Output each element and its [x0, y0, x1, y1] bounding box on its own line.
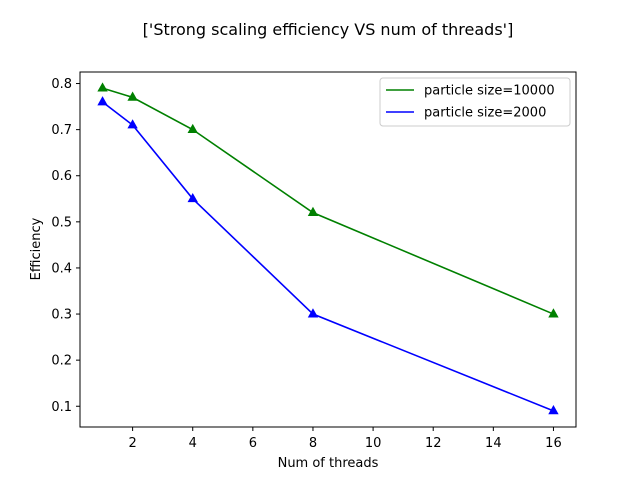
x-tick-label: 4 [189, 436, 197, 451]
data-point-triangle [548, 308, 559, 318]
y-tick-label: 0.1 [51, 400, 72, 415]
data-point-triangle [187, 192, 198, 203]
x-tick-label: 6 [249, 436, 257, 451]
plot-area [80, 72, 576, 427]
y-axis-label: Efficiency [29, 217, 44, 280]
y-tick-label: 0.4 [51, 261, 72, 276]
legend: particle size=10000 particle size=2000 [379, 77, 571, 127]
data-point-triangle [127, 91, 138, 101]
y-tick-label: 0.5 [51, 215, 72, 230]
x-tick-label: 14 [485, 436, 502, 451]
data-point-triangle [548, 405, 559, 415]
x-tick-label: 2 [128, 436, 136, 451]
x-tick-label: 16 [545, 436, 562, 451]
chart-title: ['Strong scaling efficiency VS num of th… [143, 20, 514, 39]
data-point-triangle [187, 123, 198, 134]
data-point-triangle [97, 82, 108, 92]
data-point-triangle [307, 206, 319, 217]
series-layer [97, 82, 559, 415]
y-tick-label: 0.7 [51, 123, 72, 138]
x-axis-label: Num of threads [278, 456, 379, 471]
legend-label: particle size=10000 [424, 84, 555, 99]
legend-box [379, 77, 571, 127]
x-tick-label: 8 [309, 436, 317, 451]
y-tick-label: 0.3 [51, 308, 72, 323]
y-tick-label: 0.2 [51, 354, 72, 369]
data-point-triangle [97, 96, 108, 106]
y-tick-label: 0.6 [51, 169, 72, 184]
x-tick-label: 10 [365, 436, 382, 451]
plot-frame [79, 71, 577, 428]
axes-layer: 2 4 6 8 10 12 14 16 0.1 0.2 0.3 0.4 0.5 0.6 0.7 0.8 [51, 77, 561, 451]
x-tick-label: 12 [425, 436, 442, 451]
legend-label: particle size=2000 [424, 106, 546, 121]
y-tick-label: 0.8 [51, 77, 72, 92]
data-point-triangle [307, 308, 319, 318]
data-point-triangle [127, 119, 138, 129]
